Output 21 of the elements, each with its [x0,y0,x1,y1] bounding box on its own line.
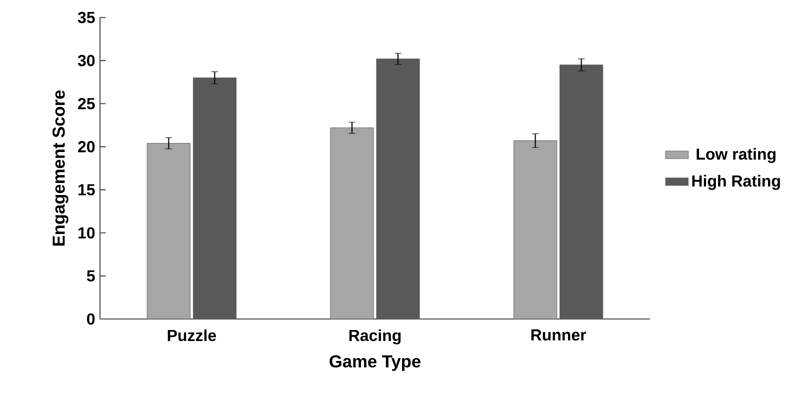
x-tick-label: Runner [531,329,586,341]
bar [330,127,374,319]
y-tick-label: 0 [87,313,95,325]
y-tick-label: 30 [78,54,95,66]
bar [376,58,420,319]
x-tick-label: Racing [349,329,401,344]
bar [560,64,604,319]
y-tick-label: 10 [78,227,95,239]
y-axis-title: Engagement Score [52,90,68,246]
x-axis-title: Game Type [330,355,420,371]
bar [514,140,558,319]
legend-label: High Rating [692,174,780,190]
bar [146,143,190,319]
y-tick-label: 5 [86,270,95,282]
y-tick-label: 25 [78,98,95,110]
y-tick-label: 20 [78,141,95,152]
bar [192,78,236,319]
y-tick-label: 35 [78,12,95,24]
x-tick-label: Puzzle [168,329,216,342]
legend-label: Low rating [696,148,776,163]
y-tick-label: 15 [78,184,95,196]
